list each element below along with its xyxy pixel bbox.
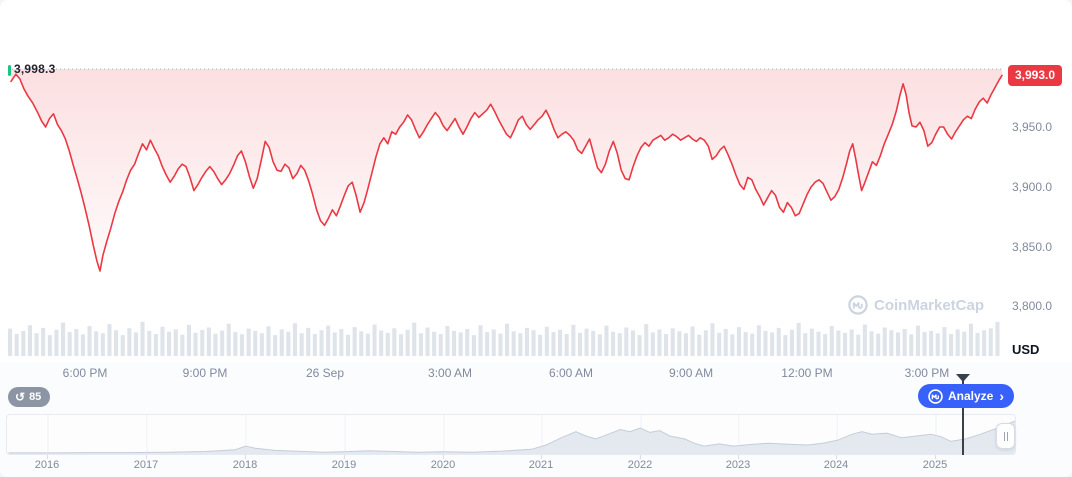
y-axis-tick: 3,850.0 bbox=[1012, 240, 1053, 254]
volume-bars bbox=[8, 321, 1000, 356]
x-axis: 6:00 PM 9:00 PM 26 Sep 3:00 AM 6:00 AM 9:00 A… bbox=[0, 366, 1008, 382]
watermark-text: CoinMarketCap bbox=[874, 296, 985, 314]
year-label: 2017 bbox=[133, 459, 159, 471]
x-axis-tick: 3:00 AM bbox=[428, 366, 473, 380]
timeline-mini-chart[interactable] bbox=[7, 415, 1016, 455]
analyze-button[interactable]: Analyze › bbox=[918, 384, 1015, 408]
analyze-logo-icon bbox=[928, 388, 943, 404]
x-axis-tick: 9:00 PM bbox=[182, 366, 228, 380]
x-axis-tick: 26 Sep bbox=[305, 366, 345, 380]
year-tick-mark bbox=[540, 455, 542, 459]
x-axis-tick: 12:00 PM bbox=[781, 366, 833, 380]
chevron-right-icon: › bbox=[999, 388, 1005, 404]
x-axis-tick: 3:00 PM bbox=[904, 366, 950, 380]
year-label: 2022 bbox=[627, 459, 653, 471]
year-label: 2016 bbox=[34, 459, 60, 471]
year-label: 2023 bbox=[725, 459, 751, 471]
coinmarketcap-watermark: CoinMarketCap bbox=[848, 295, 984, 315]
open-price-tick-icon bbox=[8, 65, 11, 76]
year-tick-mark bbox=[145, 455, 147, 459]
x-axis-tick: 6:00 PM bbox=[62, 366, 108, 380]
year-tick-mark bbox=[836, 455, 838, 459]
price-area bbox=[11, 69, 1002, 271]
last-price-badge: 3,993.0 bbox=[1008, 65, 1063, 86]
timeline-line bbox=[8, 420, 1015, 454]
year-label: 2024 bbox=[823, 459, 849, 471]
price-line bbox=[10, 73, 1003, 272]
y-axis-tick: 3,900.0 bbox=[1012, 180, 1053, 194]
timeline-scroll-handle[interactable] bbox=[996, 423, 1015, 449]
price-chart[interactable] bbox=[0, 0, 1008, 360]
open-price-label: 3,998.3 bbox=[14, 62, 56, 76]
year-tick-mark bbox=[344, 455, 346, 459]
history-clock-icon: ↺ bbox=[15, 390, 26, 404]
year-label: 2019 bbox=[331, 459, 357, 471]
x-axis-tick: 6:00 AM bbox=[548, 366, 594, 380]
year-label: 2021 bbox=[528, 459, 554, 471]
year-label: 2025 bbox=[922, 459, 948, 471]
coinmarketcap-logo-icon bbox=[848, 295, 868, 315]
year-tick-mark bbox=[639, 455, 641, 459]
analyze-label: Analyze bbox=[948, 389, 994, 403]
x-axis-tick: 9:00 AM bbox=[669, 366, 714, 380]
history-count-badge: ↺ 85 bbox=[8, 387, 51, 407]
timeline-cursor-handle[interactable] bbox=[956, 374, 970, 382]
year-tick-mark bbox=[244, 455, 246, 459]
timeline-area bbox=[8, 420, 1015, 454]
y-axis-tick: 3,800.0 bbox=[1012, 299, 1053, 313]
chart-background bbox=[0, 0, 1072, 362]
year-tick-mark bbox=[47, 455, 48, 459]
year-tick-mark bbox=[443, 455, 445, 459]
year-label: 2020 bbox=[430, 459, 456, 471]
history-count: 85 bbox=[29, 391, 42, 403]
y-axis-tick: 3,950.0 bbox=[1012, 120, 1053, 134]
timeline-navigator[interactable] bbox=[6, 414, 1016, 455]
year-tick-mark bbox=[738, 455, 740, 459]
year-tick-mark bbox=[934, 455, 936, 459]
timeline-cursor-line[interactable] bbox=[962, 380, 964, 455]
timeline-year-axis: 2016 2017 2018 2019 2020 2021 2022 2023 2024 2025 bbox=[6, 455, 1016, 474]
currency-label: USD bbox=[1012, 342, 1040, 357]
year-label: 2018 bbox=[232, 459, 258, 471]
